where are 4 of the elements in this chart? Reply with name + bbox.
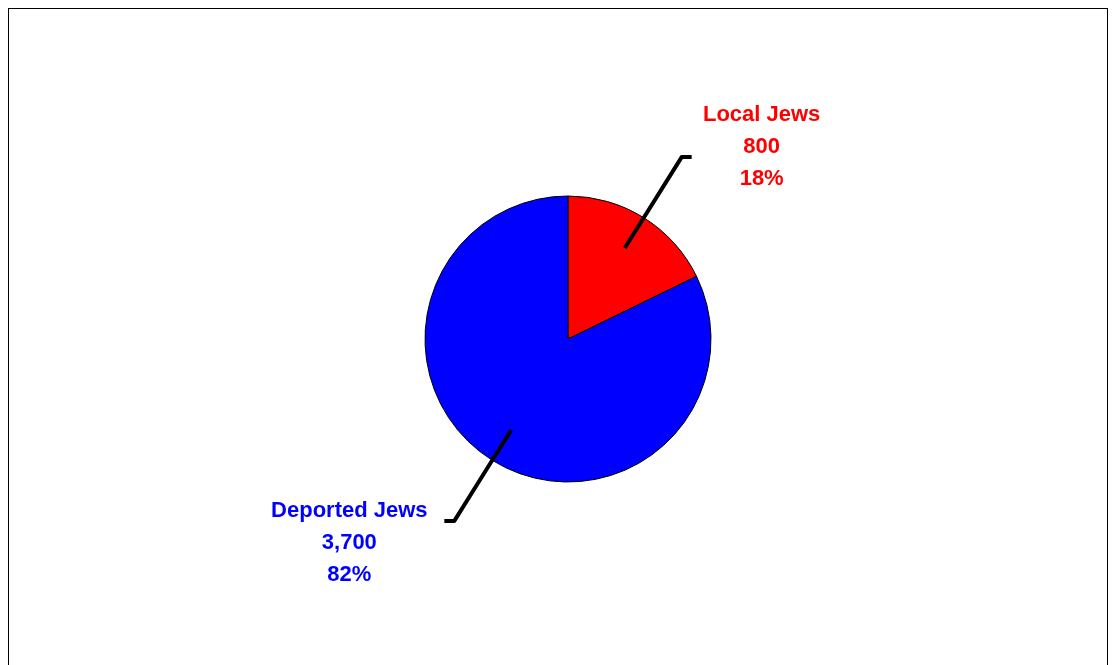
slice-label: Local Jews bbox=[702, 101, 821, 127]
slice-label: Deported Jews bbox=[271, 496, 428, 522]
data-label: 3,700 82% bbox=[321, 528, 377, 586]
data-label: 800 18% bbox=[739, 133, 784, 191]
